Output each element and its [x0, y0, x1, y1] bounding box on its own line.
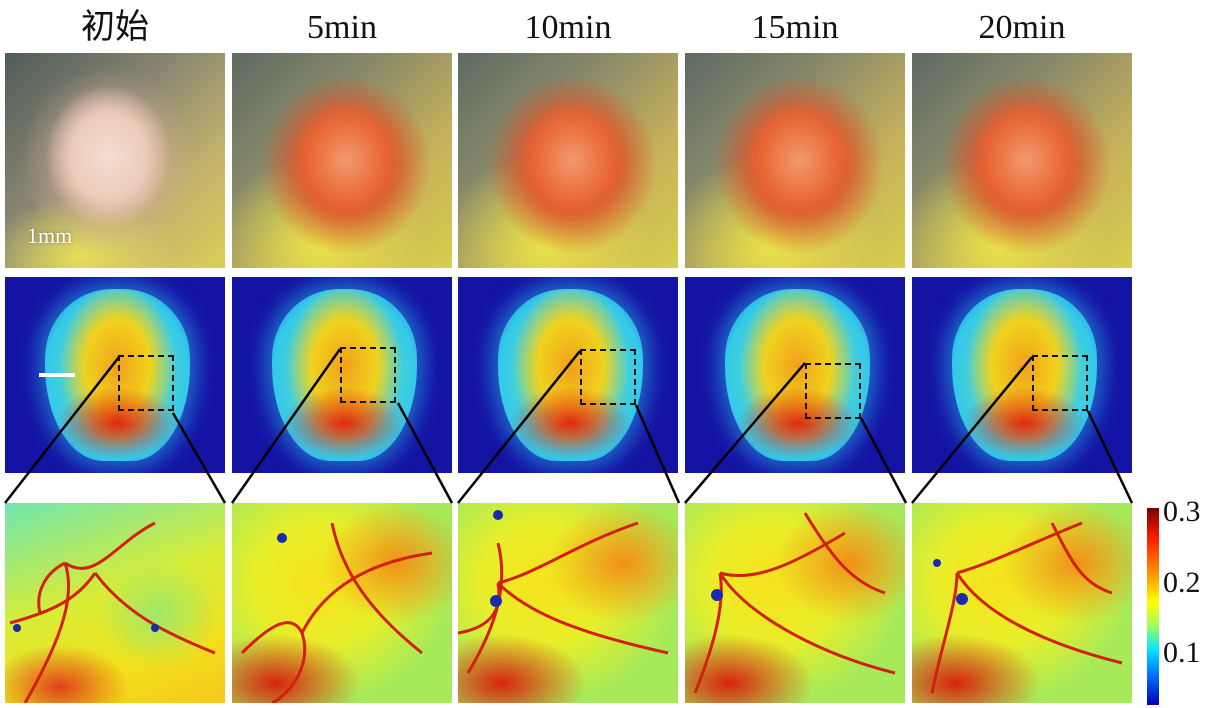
column-title-initial: 初始 — [81, 9, 149, 46]
vessel-pattern — [9, 521, 216, 703]
colorbar-tick-max: 0.3 — [1163, 495, 1201, 528]
roi-box — [118, 355, 174, 411]
scale-bar — [39, 373, 75, 377]
roi-box — [1032, 355, 1088, 411]
column-title-20min: 20min — [978, 9, 1066, 46]
heatmap-10min — [458, 277, 678, 473]
zoom-initial — [5, 503, 225, 703]
column-title-10min: 10min — [524, 9, 612, 46]
heatmap-5min — [232, 277, 452, 473]
heatmap-20min — [912, 277, 1132, 473]
colorbar — [1147, 508, 1159, 705]
zoom-20min — [912, 503, 1132, 703]
vessel-pattern — [930, 521, 1123, 694]
colorbar-tick-min: 0.1 — [1163, 636, 1201, 669]
photo-5min — [232, 53, 452, 268]
vessel-pattern — [240, 522, 433, 703]
vessel-pattern — [693, 512, 896, 694]
zoom-10min — [458, 503, 678, 703]
column-title-5min: 5min — [307, 9, 377, 46]
roi-box — [340, 347, 396, 403]
vessel-pattern — [458, 510, 669, 674]
photo-10min — [458, 53, 678, 268]
heatmap-15min — [685, 277, 905, 473]
colorbar-tick-mid: 0.2 — [1163, 566, 1201, 599]
zoom-15min — [685, 503, 905, 703]
roi-box — [805, 363, 861, 419]
scale-bar-label: 1mm — [27, 223, 73, 248]
roi-box — [580, 349, 636, 405]
photo-initial: 1mm — [5, 53, 225, 268]
photo-20min — [912, 53, 1132, 268]
column-title-15min: 15min — [751, 9, 839, 46]
zoom-5min — [232, 503, 452, 703]
photo-15min — [685, 53, 905, 268]
heatmap-initial — [5, 277, 225, 473]
